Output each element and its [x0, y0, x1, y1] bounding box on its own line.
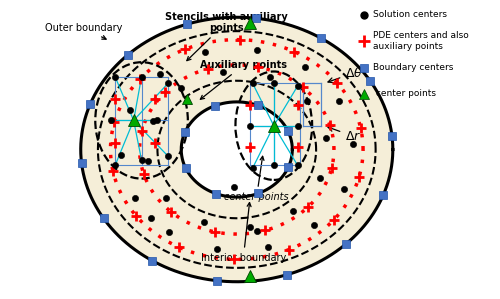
Polygon shape — [181, 102, 292, 197]
Text: $\Delta\theta$: $\Delta\theta$ — [328, 66, 363, 83]
Text: Auxiliary points: Auxiliary points — [200, 60, 287, 99]
Text: Solution centers: Solution centers — [373, 10, 447, 19]
Text: center points: center points — [373, 89, 436, 98]
Text: $\Delta r$: $\Delta r$ — [328, 126, 362, 143]
Text: Interior boundary: Interior boundary — [201, 203, 286, 263]
Text: PDE centers and also
auxiliary points: PDE centers and also auxiliary points — [373, 31, 468, 51]
Text: Outer boundary: Outer boundary — [45, 23, 122, 39]
Text: center points: center points — [224, 156, 289, 202]
Text: Stencils with auxiliary
points: Stencils with auxiliary points — [165, 12, 288, 61]
Text: Boundary centers: Boundary centers — [373, 63, 454, 72]
Polygon shape — [80, 17, 393, 282]
